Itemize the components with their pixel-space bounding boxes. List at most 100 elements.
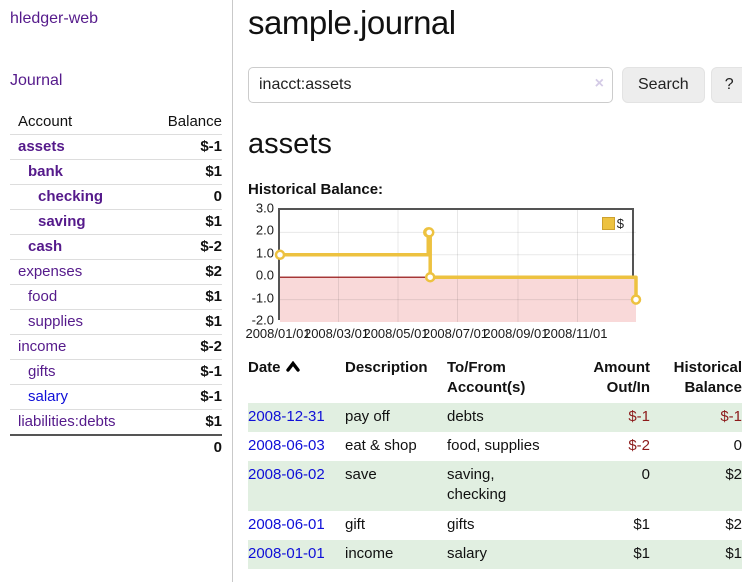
account-row: checking 0 [10,184,222,210]
transaction-balance: $-1 [720,407,742,425]
account-row: saving $1 [10,209,222,235]
search-button[interactable]: Search [622,67,705,103]
transaction-accounts: salary [447,544,488,562]
search-form: × Search ? [248,67,742,103]
transaction-amount: $1 [633,544,650,562]
accounts-total-row: 0 [10,434,222,460]
register-header-amount: Amount Out/In [593,359,650,397]
transaction-description: income [345,544,394,562]
accounts-total-value: 0 [143,434,222,460]
account-row: income $-2 [10,334,222,360]
account-balance: $1 [143,209,222,235]
transaction-date-link[interactable]: 2008-12-31 [248,407,325,425]
transaction-date-link[interactable]: 2008-01-01 [248,544,325,562]
transaction-description: gift [345,515,366,533]
transaction-accounts: food, supplies [447,436,540,454]
account-link-supplies[interactable]: supplies [28,313,84,330]
register-header-date[interactable]: Date [248,356,345,403]
account-row: salary $-1 [10,384,222,410]
chart-plot-area: $ [274,208,642,322]
help-button[interactable]: ? [710,67,742,103]
y-axis-tick-label: 0.0 [255,267,274,283]
transaction-row: 2008-01-01 income salary $1 $1 [248,539,742,569]
legend-swatch-icon [601,217,615,230]
search-input-wrap: × [248,67,613,103]
y-axis-tick-label: 3.0 [255,200,274,216]
accounts-table: Account Balance assets $-1 bank $1 checking 0… [10,110,222,460]
account-link-checking[interactable]: checking [38,188,104,205]
transaction-amount: $1 [633,515,650,533]
transaction-description: save [345,466,377,483]
clear-search-icon[interactable]: × [594,75,604,92]
transaction-balance: $2 [725,466,742,483]
account-link-bank[interactable]: bank [28,163,64,180]
transaction-accounts: debts [447,407,484,425]
register-header-balance: Historical Balance [673,359,742,397]
chart-x-axis: 2008/01/01 2008/03/01 2008/05/01 2008/07/01… [245,326,634,342]
account-row: food $1 [10,284,222,310]
account-row: cash $-2 [10,234,222,260]
accounts-header-account: Account [18,113,73,130]
sidebar-item-journal[interactable]: Journal [10,72,63,89]
y-axis-tick-label: 1.0 [255,245,274,261]
account-balance: $-1 [143,134,222,160]
transaction-date-link[interactable]: 2008-06-01 [248,515,325,533]
account-balance: $-2 [143,234,222,260]
account-link-saving[interactable]: saving [38,213,86,230]
accounts-total-spacer [10,434,144,460]
transaction-description: eat & shop [345,436,417,454]
chart-canvas [274,210,642,322]
account-link-expenses[interactable]: expenses [18,263,83,280]
chart-legend: $ [599,215,626,232]
account-link-liabilities-debts[interactable]: liabilities:debts [18,413,116,430]
accounts-header-balance: Balance [167,113,222,130]
sidebar: hledger-web Journal Account Balance asse… [0,0,233,582]
account-row: bank $1 [10,159,222,185]
account-balance: $2 [143,259,222,285]
transaction-row: 2008-06-02 save saving, checking 0 $2 [248,461,742,511]
y-axis-tick-label: -1.0 [251,290,274,306]
account-link-gifts[interactable]: gifts [28,363,56,380]
x-axis-tick-label: 2008/03/01 [303,326,370,341]
account-row: gifts $-1 [10,359,222,385]
main-content: sample.journal × Search ? assets Histori… [233,0,742,582]
account-link-food[interactable]: food [28,288,58,305]
x-axis-tick-label: 2008/01/01 [245,326,311,341]
account-link-assets[interactable]: assets [18,138,65,155]
transaction-row: 2008-06-03 eat & shop food, supplies $-2 0 [248,432,742,461]
account-link-cash[interactable]: cash [28,238,63,255]
account-row: assets $-1 [10,134,222,160]
transaction-accounts: gifts [447,515,475,533]
transaction-description: pay off [345,407,390,425]
register-header-date-label: Date [248,359,281,376]
account-balance: $-1 [143,384,222,410]
account-link-income[interactable]: income [18,338,67,355]
account-balance: $-1 [143,359,222,385]
app-title-link[interactable]: hledger-web [10,10,99,27]
transaction-row: 2008-12-31 pay off debts $-1 $-1 [248,402,742,432]
x-axis-tick-label: 2008/11/01 [543,326,608,341]
transaction-amount: $-1 [628,407,650,425]
register-header-accounts: To/From Account(s) [447,359,526,397]
transaction-accounts: saving, checking [447,466,507,504]
transaction-row: 2008-06-01 gift gifts $1 $2 [248,511,742,540]
search-input[interactable] [248,67,613,103]
register-table: Date Description To/From Account(s) Amou… [248,356,742,569]
historical-balance-chart: 3.0 2.0 1.0 0.0 -1.0 -2.0 $ 2008/01/01 2008/03… [245,201,728,341]
account-link-salary[interactable]: salary [28,388,69,405]
transaction-date-link[interactable]: 2008-06-03 [248,436,325,454]
register-header-description: Description [345,359,428,376]
account-balance: $1 [143,309,222,335]
page-title: sample.journal [248,4,456,41]
transaction-amount: 0 [641,466,650,483]
sort-ascending-icon [285,360,300,372]
account-heading: assets [248,128,332,160]
account-row: liabilities:debts $1 [10,409,222,435]
transaction-balance: 0 [733,436,742,454]
account-row: expenses $2 [10,259,222,285]
transaction-date-link[interactable]: 2008-06-02 [248,466,325,483]
chart-title: Historical Balance: [248,181,384,198]
x-axis-tick-label: 2008/05/01 [363,326,429,341]
x-axis-tick-label: 2008/09/01 [483,326,549,341]
